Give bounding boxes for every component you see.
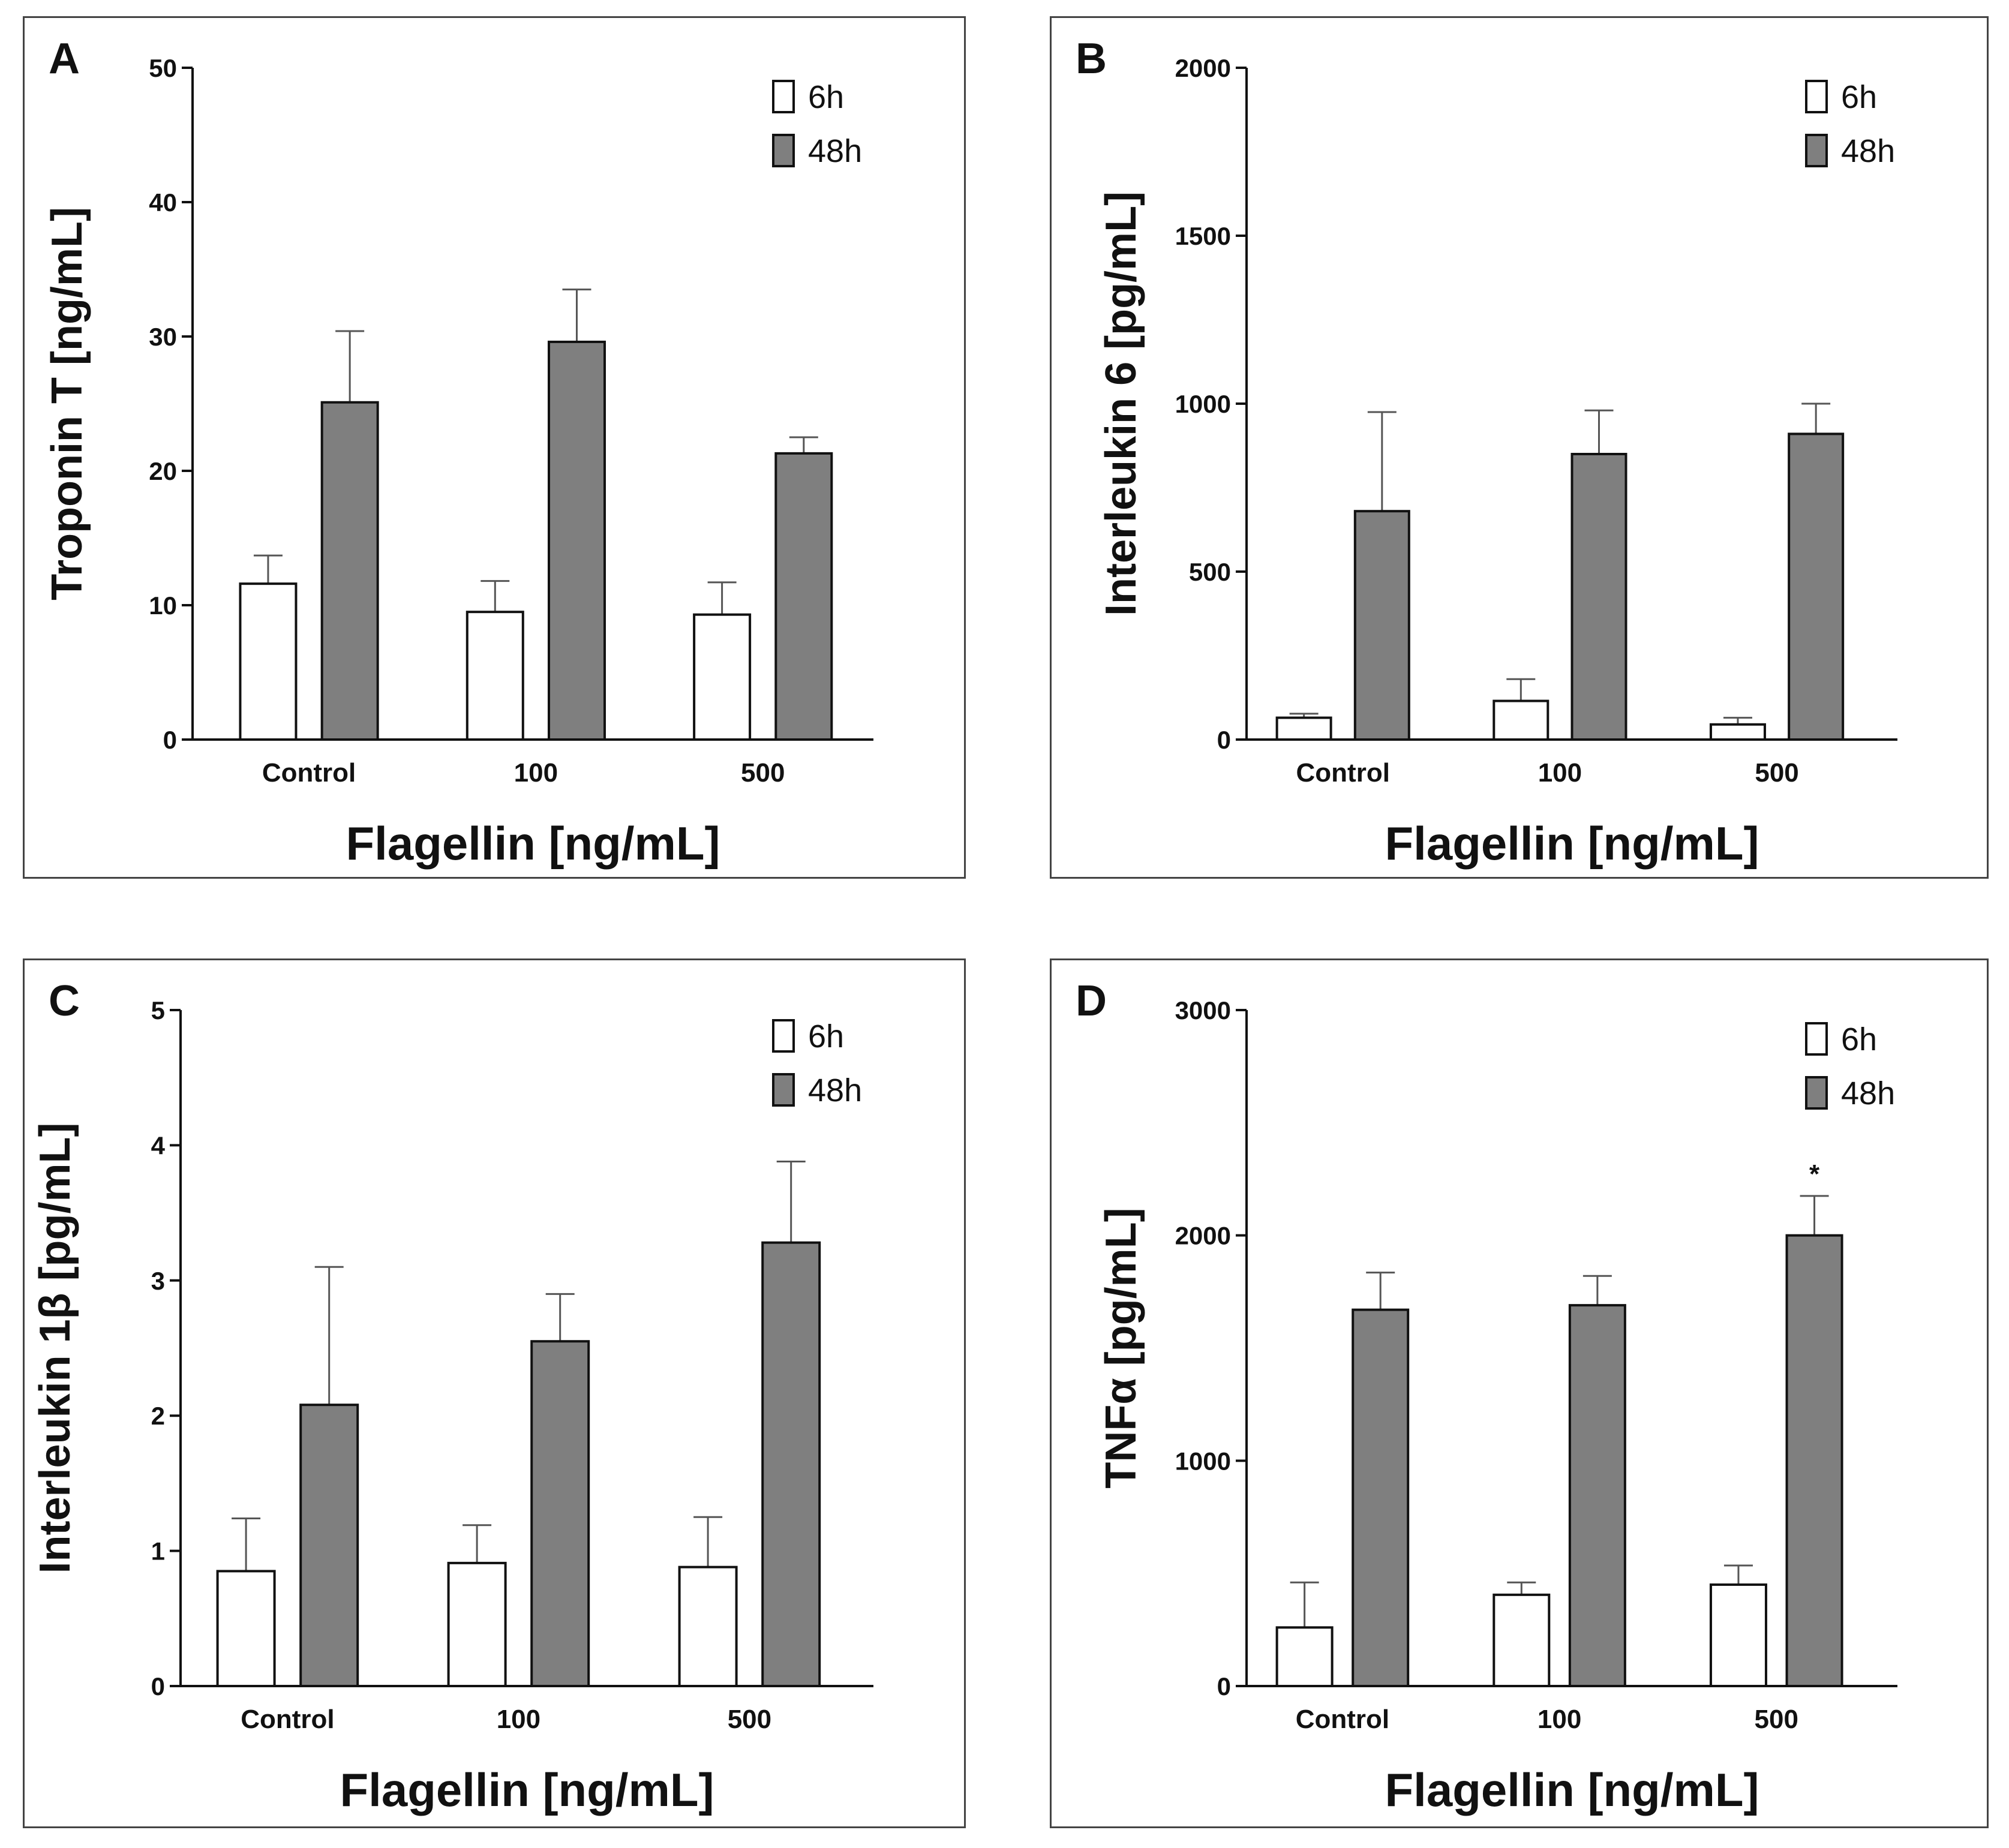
panel-c-y-tick-label: 1: [151, 1537, 165, 1565]
panel-b-bar-6h: [1493, 699, 1549, 741]
panel-b-bar-48h: [1570, 453, 1627, 741]
panel-a-y-axis-label: Troponin T [ng/mL]: [43, 207, 91, 600]
panel-d-y-axis-label: TNFα [pg/mL]: [1097, 1207, 1145, 1488]
panel-b-y-tick-label: 2000: [1175, 54, 1231, 82]
panel-a-y-tick-label: 50: [149, 54, 177, 82]
panel-c-bar-48h: [299, 1404, 359, 1688]
panel-c-category-label: 100: [497, 1705, 540, 1734]
panel-d-significance-marker: *: [1809, 1159, 1820, 1189]
panel-b-legend-swatch-48h: [1805, 134, 1828, 167]
panel-d-letter: D: [1076, 977, 1107, 1025]
panel-b-legend-swatch-6h: [1805, 80, 1828, 113]
panel-c-category-label: Control: [241, 1705, 334, 1734]
panel-c-x-axis-label: Flagellin [ng/mL]: [340, 1763, 714, 1816]
panel-b-x-axis-label: Flagellin [ng/mL]: [1385, 817, 1759, 870]
panel-c-y-tick-label: 5: [151, 996, 165, 1024]
panel-c-legend-label-6h: 6h: [808, 1018, 844, 1054]
panel-d-bar-6h: [1275, 1626, 1334, 1687]
chart-d: D 0 1000 2000 3000 TNFα [pg/mL] Control 100 500 *…: [1076, 977, 1897, 1816]
panel-a-category-label: 100: [514, 758, 558, 788]
panel-d-legend-label-48h: 48h: [1841, 1075, 1895, 1111]
panel-d-bar-48h: [1785, 1234, 1843, 1687]
panel-a-bar-48h: [547, 340, 606, 741]
panel-a-bar-48h: [320, 401, 379, 741]
panel-a-letter: A: [49, 35, 80, 83]
panel-a-category-label: 500: [741, 758, 785, 788]
panel-d-y-tick-label: 1000: [1175, 1447, 1231, 1475]
panel-c-legend-label-48h: 48h: [808, 1072, 862, 1108]
panel-b-letter: B: [1076, 35, 1107, 83]
panel-b-category-label: 100: [1538, 758, 1582, 788]
panel-a-y-tick-label: 10: [149, 591, 177, 620]
panel-a-legend-label-48h: 48h: [808, 133, 862, 169]
panel-a-category-label: Control: [262, 758, 356, 788]
chart-b: B 0 500 1000 1500 2000 Interleukin 6 [pg/mL] Co…: [1076, 35, 1897, 870]
panel-c-bar-6h: [216, 1570, 276, 1687]
panel-c-bar-48h: [530, 1340, 590, 1687]
panel-d-category-label: 500: [1755, 1705, 1798, 1734]
panel-a-y-tick-label: 20: [149, 457, 177, 485]
panel-c-y-tick-label: 2: [151, 1402, 165, 1430]
panel-b-bar-6h: [1275, 716, 1332, 741]
panel-b-y-tick-label: 500: [1189, 558, 1231, 586]
panel-b-y-tick-label: 1500: [1175, 222, 1231, 250]
panel-d-legend-swatch-48h: [1805, 1076, 1828, 1110]
panel-c-bar-48h: [761, 1241, 821, 1687]
panel-b-y-axis-label: Interleukin 6 [pg/mL]: [1097, 191, 1145, 616]
panel-c-y-tick-label: 3: [151, 1267, 165, 1295]
panel-d-y-tick-label: 3000: [1175, 996, 1231, 1024]
panel-b: B 0 500 1000 1500 2000 Interleukin 6 [pg/mL] Co…: [1050, 16, 1989, 879]
panel-a-bar-6h: [693, 613, 752, 741]
panel-b-legend-label-48h: 48h: [1841, 133, 1895, 169]
panel-b-legend-label-6h: 6h: [1841, 79, 1877, 115]
panel-d-legend-swatch-6h: [1805, 1022, 1828, 1056]
panel-a-y-tick-label: 30: [149, 323, 177, 351]
panel-a-bar-6h: [239, 582, 298, 741]
panel-c-category-label: 500: [728, 1705, 771, 1734]
panel-a-legend-swatch-48h: [772, 134, 795, 167]
panel-d-bar-6h: [1493, 1593, 1551, 1687]
panel-c-y-axis-label: Interleukin 1β [pg/mL]: [31, 1123, 79, 1574]
panel-b-y-tick-label: 0: [1217, 726, 1231, 754]
panel-d-category-label: Control: [1296, 1705, 1389, 1734]
chart-c: C 0 1 2 3 4 5 Interleukin 1β [pg/mL] Control 100 5…: [31, 977, 873, 1816]
panel-d-bar-48h: [1568, 1304, 1626, 1687]
panel-a-legend-label-6h: 6h: [808, 79, 844, 115]
panel-b-bar-6h: [1709, 723, 1766, 741]
panel-c-legend-swatch-48h: [772, 1073, 795, 1107]
panel-b-category-label: 500: [1755, 758, 1798, 788]
panel-c-bar-6h: [678, 1565, 738, 1688]
panel-d-bar-48h: [1352, 1308, 1410, 1687]
panel-d-legend-label-6h: 6h: [1841, 1021, 1877, 1057]
panel-a-y-tick-label: 40: [149, 188, 177, 217]
panel-a-legend-swatch-6h: [772, 80, 795, 113]
panel-d-y-tick-label: 0: [1217, 1672, 1231, 1700]
panel-b-bar-48h: [1353, 510, 1410, 741]
panel-a-bar-48h: [774, 452, 833, 741]
chart-a: A 0 10 20 30 40 50 Troponin T [ng/mL] Control 100…: [43, 35, 873, 870]
panel-b-y-tick-label: 1000: [1175, 390, 1231, 418]
panel-c: C 0 1 2 3 4 5 Interleukin 1β [pg/mL] Control 100 5…: [23, 958, 966, 1828]
panel-d-category-label: 100: [1537, 1705, 1581, 1734]
panel-b-bar-48h: [1788, 432, 1845, 741]
panel-d-bar-6h: [1709, 1583, 1767, 1687]
panel-c-y-tick-label: 0: [151, 1672, 165, 1700]
panel-c-bar-6h: [447, 1561, 507, 1687]
panel-a: A 0 10 20 30 40 50 Troponin T [ng/mL] Control 100…: [23, 16, 966, 879]
panel-d: D 0 1000 2000 3000 TNFα [pg/mL] Control 100 500 *…: [1050, 958, 1989, 1828]
panel-d-y-tick-label: 2000: [1175, 1222, 1231, 1250]
panel-a-bar-6h: [466, 611, 524, 741]
panel-a-y-tick-label: 0: [163, 726, 177, 754]
panel-a-x-axis-label: Flagellin [ng/mL]: [346, 817, 720, 870]
panel-d-x-axis-label: Flagellin [ng/mL]: [1385, 1763, 1759, 1816]
panel-c-letter: C: [49, 977, 80, 1025]
panel-b-category-label: Control: [1296, 758, 1390, 788]
panel-c-y-tick-label: 4: [151, 1131, 166, 1159]
panel-c-legend-swatch-6h: [772, 1019, 795, 1053]
